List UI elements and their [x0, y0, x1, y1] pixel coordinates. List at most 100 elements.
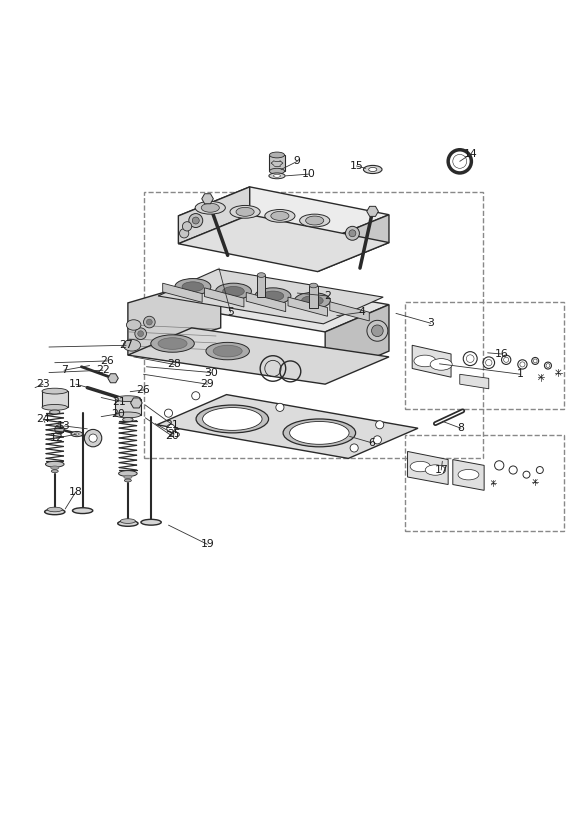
Ellipse shape — [257, 273, 265, 278]
Polygon shape — [157, 276, 389, 332]
Ellipse shape — [290, 421, 349, 444]
Text: 7: 7 — [61, 365, 68, 375]
Circle shape — [189, 213, 203, 227]
Ellipse shape — [414, 355, 436, 367]
Ellipse shape — [269, 168, 285, 174]
Ellipse shape — [141, 519, 161, 525]
Text: 22: 22 — [96, 365, 110, 375]
Ellipse shape — [223, 287, 244, 296]
Circle shape — [192, 217, 199, 224]
Ellipse shape — [294, 293, 331, 309]
Circle shape — [89, 434, 97, 442]
Ellipse shape — [283, 419, 356, 447]
Circle shape — [346, 227, 359, 241]
Polygon shape — [412, 345, 451, 377]
Bar — [269, 155, 285, 171]
Text: 27: 27 — [120, 340, 133, 350]
Text: 23: 23 — [36, 379, 50, 389]
Bar — [42, 391, 68, 407]
Ellipse shape — [51, 466, 59, 470]
Ellipse shape — [51, 470, 58, 473]
Circle shape — [55, 424, 64, 434]
Circle shape — [167, 424, 175, 433]
Polygon shape — [453, 460, 484, 490]
Ellipse shape — [255, 288, 291, 304]
Ellipse shape — [216, 283, 251, 299]
Text: 12: 12 — [50, 433, 64, 443]
Circle shape — [367, 321, 388, 341]
Polygon shape — [202, 194, 213, 204]
Ellipse shape — [50, 410, 60, 414]
Circle shape — [350, 444, 358, 452]
Circle shape — [276, 403, 284, 411]
Ellipse shape — [47, 507, 62, 512]
Bar — [405, 435, 564, 531]
Text: 24: 24 — [36, 414, 50, 424]
Ellipse shape — [71, 432, 83, 437]
Ellipse shape — [271, 212, 289, 220]
Text: 28: 28 — [167, 359, 181, 369]
Ellipse shape — [213, 345, 242, 357]
Circle shape — [373, 436, 381, 444]
Ellipse shape — [127, 320, 141, 330]
Polygon shape — [205, 288, 244, 307]
Ellipse shape — [115, 396, 141, 401]
Polygon shape — [108, 374, 118, 383]
Ellipse shape — [124, 479, 131, 482]
Ellipse shape — [151, 335, 194, 352]
Polygon shape — [367, 206, 378, 217]
Text: 2: 2 — [324, 291, 331, 301]
Bar — [257, 275, 265, 297]
Text: 10: 10 — [302, 169, 316, 179]
Text: 21: 21 — [112, 396, 125, 406]
Text: 26: 26 — [136, 385, 150, 395]
Circle shape — [85, 429, 102, 447]
Text: 16: 16 — [494, 349, 508, 359]
Polygon shape — [128, 328, 389, 384]
Polygon shape — [408, 452, 448, 485]
Circle shape — [138, 330, 143, 336]
Polygon shape — [128, 276, 221, 355]
Bar — [405, 302, 564, 409]
Ellipse shape — [195, 201, 226, 214]
Ellipse shape — [118, 521, 138, 527]
Text: 13: 13 — [57, 421, 71, 431]
Polygon shape — [131, 398, 142, 408]
Ellipse shape — [236, 208, 254, 216]
Polygon shape — [158, 269, 383, 324]
Circle shape — [371, 325, 383, 336]
Ellipse shape — [273, 175, 280, 177]
Ellipse shape — [72, 508, 93, 513]
Ellipse shape — [458, 470, 479, 480]
Text: 19: 19 — [201, 539, 214, 550]
Circle shape — [180, 228, 189, 238]
Text: 26: 26 — [100, 356, 114, 366]
Circle shape — [182, 222, 192, 231]
Text: 17: 17 — [434, 465, 448, 475]
Ellipse shape — [196, 405, 269, 433]
Text: 6: 6 — [368, 438, 375, 447]
Text: 9: 9 — [294, 157, 301, 166]
Text: 14: 14 — [463, 149, 477, 159]
Ellipse shape — [363, 166, 382, 174]
Circle shape — [375, 421, 384, 428]
Polygon shape — [246, 293, 286, 311]
Ellipse shape — [301, 296, 323, 306]
Circle shape — [143, 316, 155, 328]
Ellipse shape — [368, 167, 377, 171]
Circle shape — [192, 391, 200, 400]
Text: 5: 5 — [227, 307, 234, 317]
Text: 4: 4 — [359, 307, 366, 317]
Ellipse shape — [230, 205, 260, 218]
Ellipse shape — [42, 405, 68, 410]
Polygon shape — [163, 283, 202, 302]
Ellipse shape — [269, 152, 285, 158]
Circle shape — [349, 230, 356, 236]
Polygon shape — [325, 305, 389, 378]
Text: 11: 11 — [69, 379, 83, 389]
Text: 8: 8 — [458, 424, 465, 433]
Circle shape — [146, 319, 152, 325]
Text: 30: 30 — [205, 368, 219, 377]
Ellipse shape — [118, 471, 137, 476]
Text: 18: 18 — [69, 487, 83, 497]
